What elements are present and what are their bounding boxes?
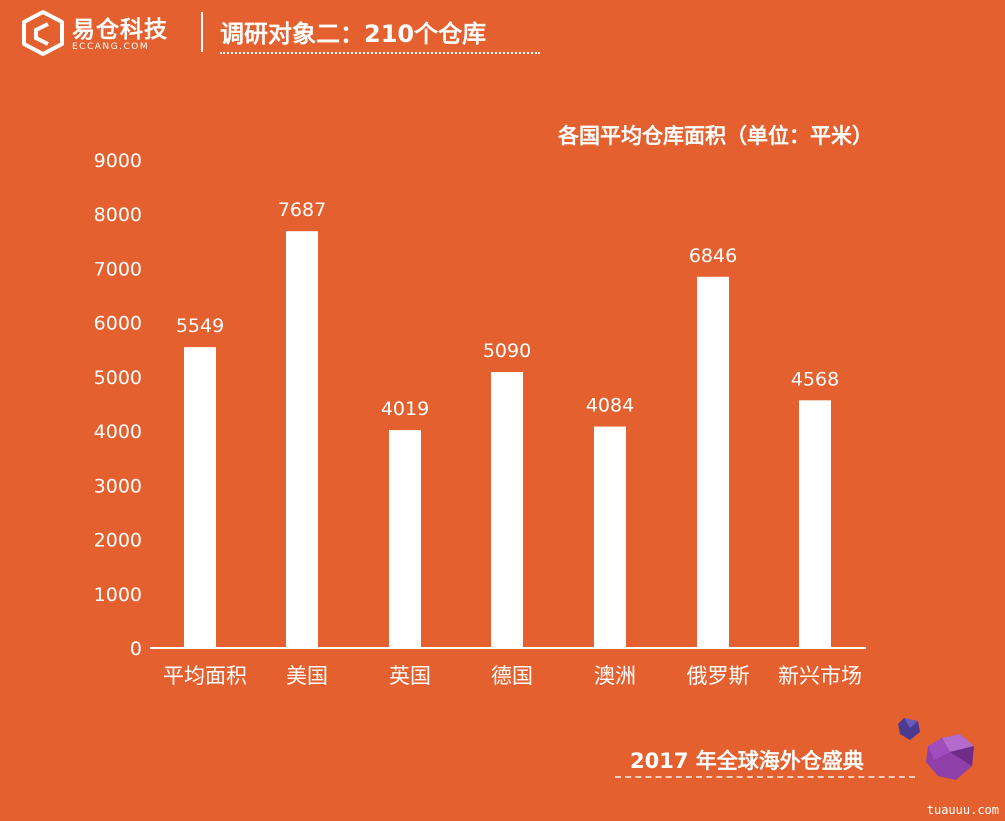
bar-value-label: 4019 [381, 398, 429, 420]
x-tick-label: 俄罗斯 [687, 664, 750, 688]
bar-value-label: 7687 [278, 199, 326, 221]
y-tick-label: 3000 [94, 475, 142, 497]
y-tick-label: 6000 [94, 313, 142, 335]
event-text: 2017 年全球海外仓盛典 [630, 749, 864, 773]
bar [491, 372, 523, 648]
gem-decoration-icon [898, 718, 974, 780]
brand-name: 易仓科技 [72, 17, 168, 43]
header: 易仓科技 ECCANG.COM 调研对象二：210个仓库 [0, 0, 1005, 70]
x-tick-label: 澳洲 [594, 664, 636, 688]
x-tick-label: 美国 [286, 664, 328, 688]
y-tick-label: 0 [130, 638, 142, 660]
title-underline [220, 52, 540, 54]
bar [799, 400, 831, 648]
x-tick-label: 英国 [389, 664, 431, 688]
bar-value-label: 4084 [586, 395, 634, 417]
bar [697, 276, 729, 648]
bar-value-label: 5090 [483, 340, 531, 362]
y-tick-label: 2000 [94, 530, 142, 552]
y-tick-label: 7000 [94, 258, 142, 280]
x-tick-label: 德国 [491, 664, 533, 688]
y-tick-label: 9000 [94, 150, 142, 172]
y-tick-label: 5000 [94, 367, 142, 389]
eccang-logo-icon [22, 10, 64, 56]
brand-domain: ECCANG.COM [72, 42, 150, 52]
bar-value-label: 5549 [176, 315, 224, 337]
bar [389, 430, 421, 648]
bar-value-label: 4568 [791, 368, 839, 390]
y-tick-label: 4000 [94, 421, 142, 443]
bar [286, 231, 318, 648]
page-title: 调研对象二：210个仓库 [220, 20, 487, 48]
y-tick-label: 8000 [94, 204, 142, 226]
footer-divider [615, 776, 915, 778]
y-tick-label: 1000 [94, 584, 142, 606]
x-tick-label: 新兴市场 [778, 664, 862, 688]
bar [594, 426, 626, 648]
watermark: tuauuu.com [926, 803, 999, 817]
x-tick-label: 平均面积 [163, 664, 247, 688]
header-divider [201, 12, 203, 52]
bar [184, 347, 216, 648]
bar-value-label: 6846 [689, 245, 737, 267]
chart-title: 各国平均仓库面积（单位：平米） [558, 124, 873, 148]
